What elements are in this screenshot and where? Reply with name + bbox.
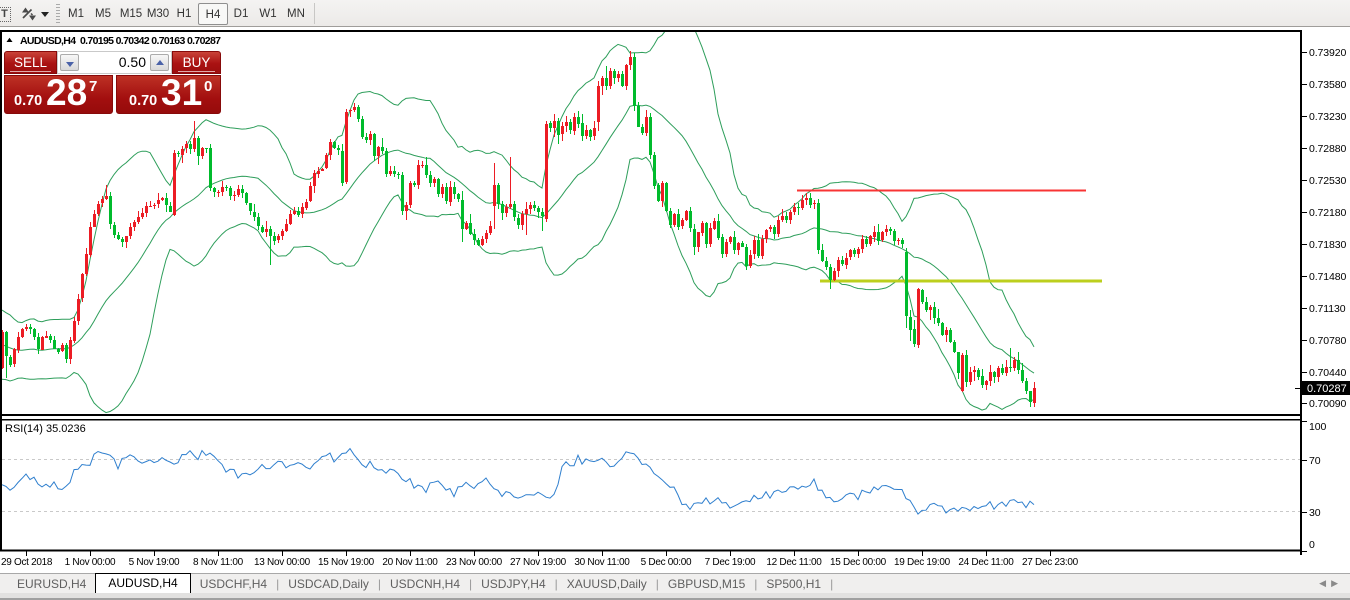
svg-text:0.72180: 0.72180 [1309,207,1347,219]
svg-text:30 Nov 11:00: 30 Nov 11:00 [574,557,630,568]
svg-text:0.71130: 0.71130 [1309,303,1346,315]
svg-text:0.73580: 0.73580 [1309,79,1347,91]
svg-text:30: 30 [1309,507,1321,519]
svg-text:27 Nov 19:00: 27 Nov 19:00 [510,557,567,568]
svg-text:8 Nov 11:00: 8 Nov 11:00 [193,557,244,568]
svg-text:0.72530: 0.72530 [1309,175,1347,187]
svg-text:15 Nov 19:00: 15 Nov 19:00 [318,557,375,568]
svg-text:15 Dec 00:00: 15 Dec 00:00 [830,557,887,568]
svg-text:0.72880: 0.72880 [1309,143,1347,155]
svg-text:7 Dec 19:00: 7 Dec 19:00 [705,557,756,568]
svg-text:1 Nov 00:00: 1 Nov 00:00 [65,557,116,568]
svg-text:19 Dec 19:00: 19 Dec 19:00 [894,557,951,568]
svg-text:0.70780: 0.70780 [1309,335,1347,347]
svg-text:0.70090: 0.70090 [1309,398,1347,410]
svg-text:0.73230: 0.73230 [1309,111,1347,123]
svg-text:23 Nov 00:00: 23 Nov 00:00 [446,557,503,568]
svg-text:12 Dec 11:00: 12 Dec 11:00 [766,557,822,568]
svg-text:0: 0 [1309,539,1315,551]
svg-text:0.70440: 0.70440 [1309,367,1347,379]
svg-text:5 Dec 00:00: 5 Dec 00:00 [641,557,692,568]
svg-text:100: 100 [1309,421,1326,433]
svg-text:5 Nov 19:00: 5 Nov 19:00 [129,557,180,568]
svg-text:0.70287: 0.70287 [1307,383,1347,395]
svg-text:AUDUSD,H4 0.70195 0.70342 0.7: AUDUSD,H4 0.70195 0.70342 0.70163 0.7028… [20,35,221,47]
svg-text:0.71830: 0.71830 [1309,239,1347,251]
svg-text:29 Oct 2018: 29 Oct 2018 [1,557,53,568]
svg-text:24 Dec 11:00: 24 Dec 11:00 [958,557,1014,568]
svg-text:0.73920: 0.73920 [1309,47,1347,59]
svg-text:70: 70 [1309,455,1321,467]
svg-text:27 Dec 23:00: 27 Dec 23:00 [1022,557,1079,568]
svg-text:RSI(14) 35.0236: RSI(14) 35.0236 [5,423,86,435]
svg-text:0.71480: 0.71480 [1309,271,1347,283]
svg-text:13 Nov 00:00: 13 Nov 00:00 [254,557,311,568]
svg-text:20 Nov 11:00: 20 Nov 11:00 [382,557,438,568]
